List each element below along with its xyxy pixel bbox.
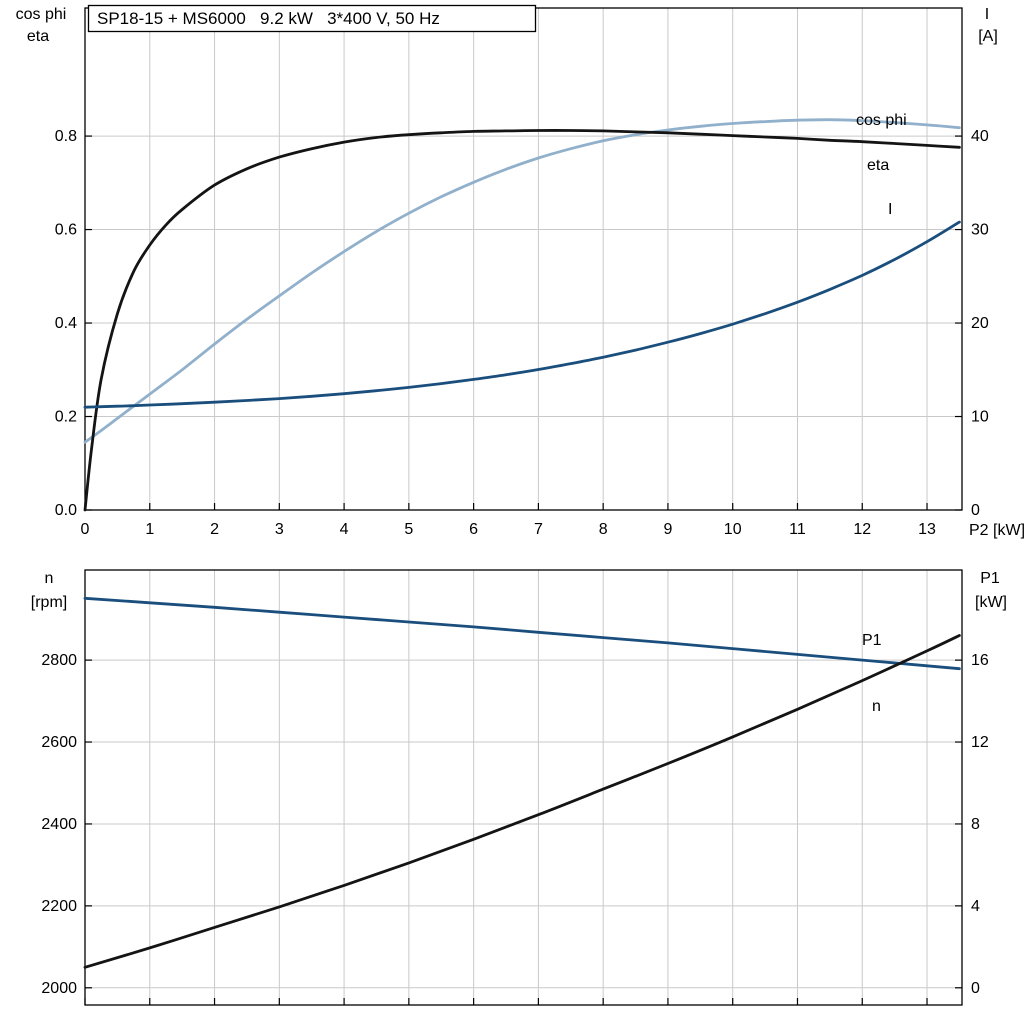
- right-tick-label: 16: [971, 652, 989, 669]
- right-tick-label: 12: [971, 734, 989, 751]
- curve-label-n: n: [872, 698, 881, 715]
- bottom-chart-tick-labels: 2000 2200 2400 2600 2800 0 4 8 12 16: [41, 652, 988, 997]
- right-tick-label: 20: [971, 315, 989, 332]
- left-tick-label: 2000: [41, 980, 77, 997]
- curve-label-current: I: [888, 201, 892, 218]
- bottom-right-axis-unit-line1: P1: [980, 570, 1000, 587]
- chart-title: SP18-15 + MS6000 9.2 kW 3*400 V, 50 Hz: [97, 9, 440, 28]
- x-tick-label: 11: [789, 521, 806, 538]
- curve-i: [83, 220, 961, 409]
- top-right-axis-unit-line1: I: [985, 6, 989, 23]
- bottom-chart-ticks: [84, 659, 962, 1005]
- left-tick-label: 0.4: [55, 315, 77, 332]
- top-chart-series: [83, 118, 961, 512]
- bottom-chart-plot-border: [84, 569, 963, 1006]
- left-tick-label: 0.0: [55, 502, 77, 519]
- x-tick-label: 4: [340, 521, 349, 538]
- curve-eta: [83, 129, 961, 512]
- top-left-axis-unit-line2: eta: [27, 28, 49, 45]
- chart-title-box: [87, 4, 537, 33]
- left-tick-label: 0.6: [55, 222, 77, 239]
- right-tick-label: 4: [971, 898, 980, 915]
- x-tick-label: 2: [210, 521, 219, 538]
- top-right-axis-unit-line2: [A]: [978, 28, 998, 45]
- right-tick-label: 0: [971, 980, 980, 997]
- x-tick-label: 7: [534, 521, 543, 538]
- top-chart-tick-labels: 0 1 2 3 4 5 6 7 8 9 10 11 12 130.00.20.40.60.80102030…: [55, 128, 989, 538]
- right-tick-label: 10: [971, 409, 989, 426]
- bottom-right-axis-unit-line2: [kW]: [975, 594, 1007, 611]
- right-tick-label: 40: [971, 128, 989, 145]
- curve-p1: [83, 634, 961, 969]
- right-tick-label: 8: [971, 816, 980, 833]
- x-tick-label: 10: [724, 521, 742, 538]
- top-chart-plot-border: [84, 7, 963, 511]
- curve-label-cos-phi: cos phi: [856, 112, 907, 129]
- left-tick-label: 2800: [41, 652, 77, 669]
- x-tick-label: 3: [275, 521, 284, 538]
- left-tick-label: 2600: [41, 734, 77, 751]
- left-tick-label: 2200: [41, 898, 77, 915]
- bottom-left-axis-unit-line2: [rpm]: [31, 594, 67, 611]
- curve-label-p1: P1: [862, 632, 882, 649]
- left-tick-label: 0.8: [55, 128, 77, 145]
- left-tick-label: 2400: [41, 816, 77, 833]
- bottom-chart-grid: [85, 570, 962, 1005]
- x-tick-label: 13: [918, 521, 936, 538]
- top-chart-grid: [85, 8, 962, 510]
- right-tick-label: 30: [971, 222, 989, 239]
- bottom-left-axis-unit-line1: n: [45, 570, 54, 587]
- x-tick-label: 0: [81, 521, 90, 538]
- bottom-chart: 2000 2200 2400 2600 2800 0 4 8 12 16 n [rpm] P1 […: [31, 569, 1007, 1006]
- x-tick-label: 8: [599, 521, 608, 538]
- x-axis-title: P2 [kW]: [969, 522, 1024, 539]
- x-tick-label: 9: [663, 521, 672, 538]
- curve-label-eta: eta: [867, 157, 889, 174]
- bottom-chart-series: [83, 596, 961, 969]
- x-tick-label: 1: [145, 521, 154, 538]
- top-left-axis-unit-line1: cos phi: [16, 6, 67, 23]
- top-chart: 0 1 2 3 4 5 6 7 8 9 10 11 12 130.00.20.40.60.80102030…: [16, 4, 1024, 539]
- curve-cos-phi: [83, 118, 961, 444]
- x-tick-label: 6: [469, 521, 478, 538]
- curve-n: [83, 596, 961, 671]
- right-tick-label: 0: [971, 502, 980, 519]
- x-tick-label: 12: [853, 521, 871, 538]
- left-tick-label: 0.2: [55, 409, 77, 426]
- x-tick-label: 5: [404, 521, 413, 538]
